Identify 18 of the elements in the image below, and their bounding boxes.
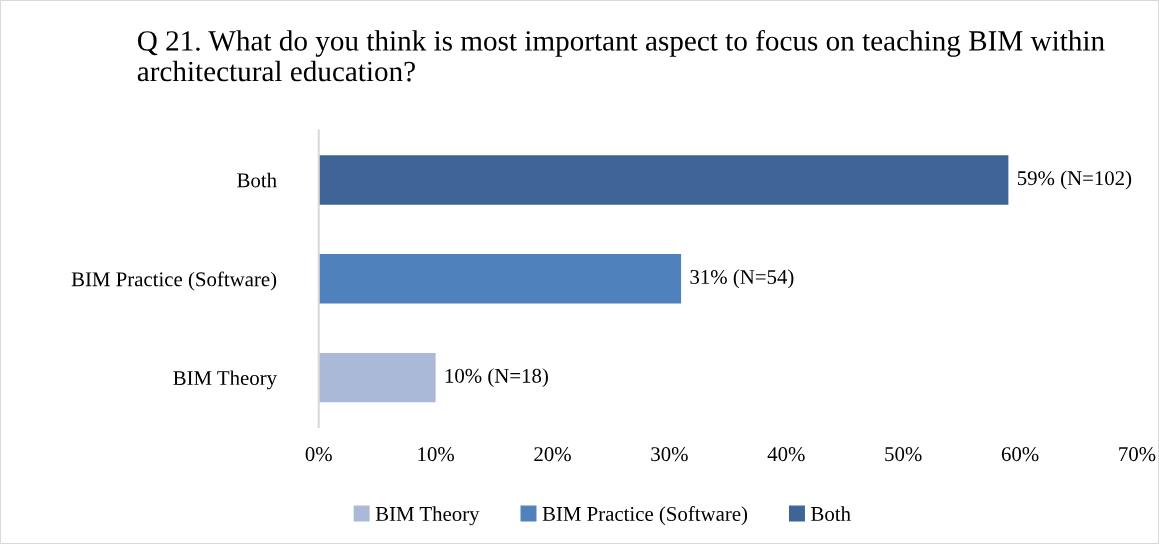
y-tick-label: BIM Theory [173, 370, 277, 390]
y-tick-label: Both [237, 172, 277, 188]
legend-label: BIM Practice (Software) [542, 506, 748, 526]
x-tick-label: 0% [305, 447, 332, 462]
x-tick-label: 10% [418, 447, 454, 462]
data-label: 31% (N=54) [690, 269, 794, 289]
y-tick-label: BIM Practice (Software) [71, 271, 277, 291]
legend-label: Both [811, 506, 851, 521]
x-tick-label: 30% [651, 447, 688, 462]
x-tick-label: 70% [1119, 447, 1156, 462]
x-tick-label: 60% [1001, 447, 1039, 462]
legend-label: BIM Theory [375, 506, 480, 526]
data-label: 10% (N=18) [445, 368, 548, 388]
x-tick-label: 20% [534, 447, 571, 462]
x-tick-label: 40% [767, 447, 805, 462]
data-label: 59% (N=102) [1017, 170, 1132, 190]
x-tick-label: 50% [885, 447, 922, 462]
chart-title: Q 21. What do you think is most important aspect to focus on teaching BIM within architectural education? [137, 29, 1105, 82]
